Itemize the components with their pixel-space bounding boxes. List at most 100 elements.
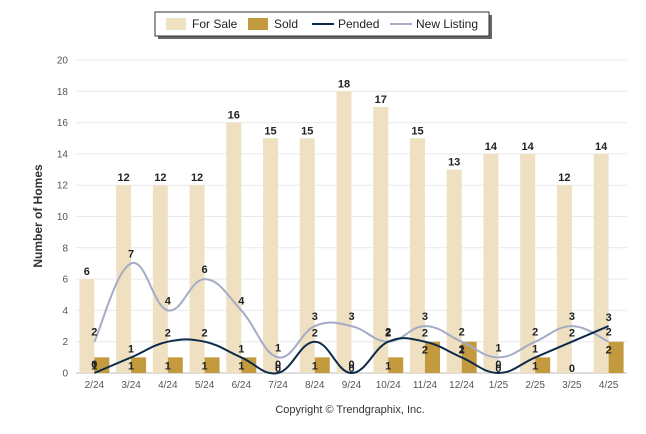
legend-for-sale-label: For Sale [192,17,238,31]
x-tick-label: 3/24 [121,380,141,391]
pended-label: 1 [238,343,244,355]
new-listing-label: 4 [238,295,245,307]
x-tick-label: 2/25 [525,380,545,391]
new-listing-label: 3 [348,311,354,323]
new-listing-label: 4 [165,295,172,307]
for-sale-bar [483,153,499,373]
y-tick-label: 10 [57,212,69,223]
for-sale-label: 14 [522,141,535,153]
x-tick-label: 4/24 [158,380,178,391]
for-sale-bar [299,138,315,373]
new-listing-label: 2 [385,327,391,339]
sold-bar [167,357,183,373]
legend-for-sale-swatch [166,18,186,30]
for-sale-bar [152,185,168,373]
pended-label: 0 [275,359,281,371]
x-tick-label: 5/24 [195,380,215,391]
sold-label: 0 [348,363,354,375]
x-tick-label: 4/25 [599,380,619,391]
pended-label: 2 [312,328,318,340]
new-listing-label: 2 [606,327,612,339]
sold-label: 2 [606,345,612,357]
for-sale-label: 6 [84,266,90,278]
sold-label: 0 [569,363,575,375]
new-listing-label: 1 [275,342,281,354]
sold-label: 1 [165,360,171,372]
y-axis-title: Number of Homes [31,164,45,268]
for-sale-bar [79,279,95,373]
for-sale-label: 12 [154,172,166,184]
sold-label: 0 [275,363,281,375]
for-sale-bar [446,169,462,373]
legend-sold-label: Sold [274,17,298,31]
sold-bar [388,357,404,373]
for-sale-bar [226,122,242,373]
for-sale-bar [189,185,205,373]
pended-label: 1 [459,343,465,355]
pended-label: 0 [348,359,354,371]
for-sale-label: 13 [448,157,460,169]
x-tick-label: 10/24 [376,380,401,391]
x-tick-label: 12/24 [449,380,474,391]
sold-bar [424,341,440,373]
for-sale-label: 15 [301,125,313,137]
for-sale-label: 15 [264,125,276,137]
sold-bar [461,341,477,373]
y-tick-label: 8 [62,243,68,254]
new-listing-label: 2 [532,327,538,339]
for-sale-bar [263,138,279,373]
copyright-text: Copyright © Trendgraphix, Inc. [275,404,424,416]
for-sale-label: 15 [411,125,423,137]
sold-label: 1 [385,360,391,372]
new-listing-label: 3 [312,311,318,323]
new-listing-label: 2 [459,327,465,339]
for-sale-label: 12 [117,172,129,184]
pended-line [94,325,609,375]
y-tick-label: 0 [62,369,68,380]
for-sale-bar [520,153,536,373]
pended-label: 2 [422,328,428,340]
sold-bar [314,357,330,373]
x-tick-label: 6/24 [232,380,252,391]
x-tick-label: 3/25 [562,380,582,391]
y-tick-label: 16 [57,118,69,129]
for-sale-label: 12 [558,172,570,184]
for-sale-label: 14 [595,141,608,153]
sold-bar [131,357,147,373]
pended-label: 1 [532,343,538,355]
sold-label: 1 [532,360,538,372]
y-tick-label: 18 [57,87,69,98]
sold-label: 1 [128,360,134,372]
sold-label: 1 [91,360,97,372]
pended-label: 2 [569,328,575,340]
for-sale-bar [409,138,425,373]
sold-bar [241,357,257,373]
legend-new-listing-label: New Listing [416,17,478,31]
y-tick-label: 20 [57,56,69,67]
y-tick-label: 6 [62,275,68,286]
sold-label: 1 [202,360,208,372]
pended-label: 3 [606,312,612,324]
lines [93,262,610,375]
new-listing-line [93,262,610,359]
x-tick-label: 9/24 [342,380,362,391]
x-tick-label: 1/25 [489,380,509,391]
new-listing-label: 6 [202,264,208,276]
for-sale-bar [116,185,132,373]
for-sale-bar [336,91,352,374]
legend-sold-swatch [248,18,268,30]
sold-label: 0 [495,363,501,375]
sold-label: 1 [238,360,244,372]
for-sale-label: 14 [485,141,498,153]
pended-label: 2 [165,328,171,340]
new-listing-label: 3 [569,311,575,323]
for-sale-bar [373,106,389,373]
new-listing-label: 1 [495,342,501,354]
sold-bar [204,357,220,373]
pended-label: 2 [202,328,208,340]
for-sale-label: 16 [228,110,240,122]
legend-pended-label: Pended [338,17,379,31]
x-tick-label: 8/24 [305,380,325,391]
sold-label: 2 [422,345,428,357]
